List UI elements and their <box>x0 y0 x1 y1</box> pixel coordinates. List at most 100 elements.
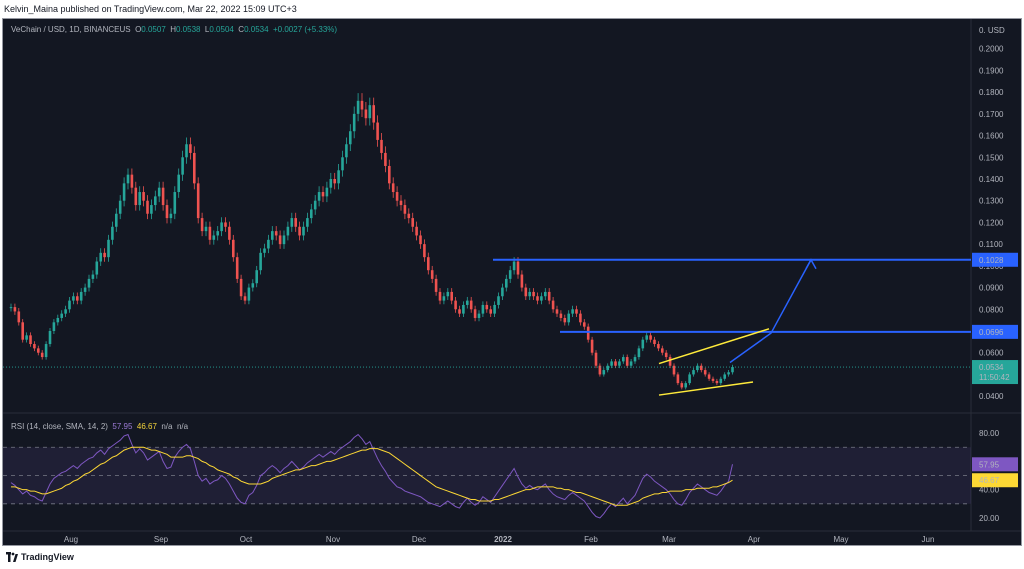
candle-body <box>48 331 52 345</box>
candle-body <box>267 239 270 249</box>
candle-body <box>391 183 395 193</box>
candle-body <box>282 235 286 245</box>
candle-body <box>637 348 641 358</box>
candle-body <box>641 339 645 349</box>
price-legend: VeChain / USD, 1D, BINANCEUS O0.0507 H0.… <box>11 25 337 34</box>
candle-body <box>676 374 680 384</box>
level-price-tag <box>972 252 1018 267</box>
candle-body <box>384 152 387 166</box>
candle-body <box>684 383 687 388</box>
candle-body <box>450 291 453 301</box>
candle-body <box>259 252 262 271</box>
candle-body <box>146 200 149 214</box>
candle-body <box>33 344 36 349</box>
rsi-tick-label: 20.00 <box>979 514 1000 523</box>
candle-body <box>380 139 383 153</box>
candle-body <box>25 335 28 340</box>
price-tick-label: 0.2000 <box>979 45 1004 54</box>
candle-body <box>622 357 625 362</box>
candle-body <box>329 179 333 188</box>
candle-body <box>700 365 703 371</box>
candle-body <box>423 244 426 258</box>
candle-body <box>72 296 75 301</box>
candle-body <box>345 144 348 158</box>
rsi-sma-value: 46.67 <box>136 422 157 431</box>
candle-body <box>212 235 216 240</box>
rsi-value: 57.95 <box>112 422 133 431</box>
time-tick-label: 2022 <box>494 535 512 544</box>
last-price-tag <box>972 360 1018 385</box>
candle-body <box>17 311 21 323</box>
candle-body <box>731 367 734 373</box>
candle-body <box>154 196 157 206</box>
high-value: 0.0538 <box>176 25 201 34</box>
time-tick-label: Apr <box>748 535 761 544</box>
price-tick-label: 0.1800 <box>979 88 1004 97</box>
chart-area[interactable]: 0.04000.05000.06000.07000.08000.09000.10… <box>2 18 1022 546</box>
candle-body <box>727 372 730 375</box>
candle-body <box>629 361 633 366</box>
candle-body <box>349 131 352 145</box>
price-tick-label: 0.1900 <box>979 66 1004 75</box>
candle-body <box>501 287 504 297</box>
candle-body <box>411 218 414 227</box>
candle-body <box>228 226 231 240</box>
wedge-upper-line <box>658 328 770 365</box>
candle-body <box>399 200 403 206</box>
high-label: H <box>170 25 176 34</box>
candle-body <box>91 274 95 279</box>
candle-body <box>696 365 699 371</box>
candle-body <box>633 357 637 362</box>
candle-body <box>103 252 106 258</box>
candle-body <box>555 309 559 314</box>
candle-body <box>419 235 422 245</box>
candle-body <box>40 352 44 358</box>
candle-body <box>672 365 676 375</box>
candle-body <box>247 287 251 301</box>
rsi-sma-line <box>11 446 733 506</box>
candle-body <box>505 278 508 288</box>
candle-body <box>540 296 543 301</box>
candle-body <box>434 278 438 292</box>
candle-body <box>99 252 102 262</box>
open-label: O <box>135 25 142 34</box>
low-value: 0.0504 <box>209 25 234 34</box>
candle-body <box>438 291 442 301</box>
candle-body <box>427 257 430 271</box>
candle-body <box>466 300 469 305</box>
time-tick-label: Mar <box>662 535 676 544</box>
candle-body <box>204 226 208 232</box>
price-tick-label: 0.1200 <box>979 218 1004 227</box>
candle-body <box>325 187 329 197</box>
price-tick-label: 0.0600 <box>979 349 1004 358</box>
price-tick-label: 0.1600 <box>979 132 1004 141</box>
candle-body <box>586 326 590 340</box>
chart-svg[interactable]: 0.04000.05000.06000.07000.08000.09000.10… <box>3 19 1021 545</box>
rsi-sma-tag-label: 46.67 <box>979 476 1000 485</box>
candle-body <box>161 187 165 206</box>
candle-body <box>442 296 446 301</box>
projection-path <box>729 259 812 364</box>
candle-body <box>524 287 528 297</box>
candle-body <box>477 313 481 318</box>
candle-body <box>715 380 719 384</box>
candle-body <box>473 309 477 318</box>
candle-body <box>115 213 118 227</box>
tradingview-logo-icon <box>6 552 18 562</box>
candle-body <box>196 183 200 219</box>
candle-body <box>157 187 161 197</box>
price-tick-label: 0.1700 <box>979 110 1004 119</box>
candle-body <box>79 291 83 301</box>
candle-body <box>653 339 656 345</box>
candle-body <box>657 344 660 349</box>
candle-body <box>317 192 321 201</box>
rsi-tick-label: 40.00 <box>979 486 1000 495</box>
candle-body <box>294 218 297 227</box>
candle-body <box>313 200 317 210</box>
candle-body <box>446 291 450 297</box>
candle-body <box>614 361 617 366</box>
candle-body <box>44 344 48 358</box>
candle-body <box>493 304 496 314</box>
rsi-na-1: n/a <box>161 422 173 431</box>
candle-body <box>111 226 114 240</box>
